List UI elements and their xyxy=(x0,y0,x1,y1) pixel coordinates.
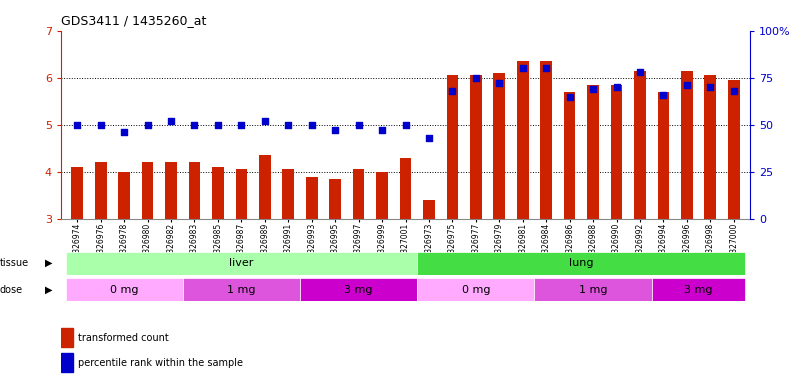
Bar xyxy=(417,278,534,301)
Bar xyxy=(611,85,622,219)
Bar xyxy=(165,162,177,219)
Point xyxy=(423,135,436,141)
Point xyxy=(212,122,225,128)
Bar xyxy=(634,71,646,219)
Point xyxy=(610,84,623,90)
Bar xyxy=(95,162,106,219)
Bar xyxy=(652,278,745,301)
Text: GDS3411 / 1435260_at: GDS3411 / 1435260_at xyxy=(61,14,206,27)
Point xyxy=(657,92,670,98)
Point xyxy=(727,88,740,94)
Text: 1 mg: 1 mg xyxy=(227,285,255,295)
Point xyxy=(281,122,294,128)
Point xyxy=(118,129,131,136)
Point xyxy=(539,65,552,71)
Text: 1 mg: 1 mg xyxy=(579,285,607,295)
Bar xyxy=(540,61,552,219)
Point xyxy=(470,74,483,81)
Bar xyxy=(118,172,130,219)
Bar xyxy=(470,75,482,219)
Text: lung: lung xyxy=(569,258,594,268)
Bar xyxy=(423,200,435,219)
Point xyxy=(188,122,201,128)
Bar xyxy=(66,278,182,301)
Point xyxy=(704,84,717,90)
Point xyxy=(305,122,318,128)
Bar xyxy=(587,85,599,219)
Bar xyxy=(300,278,417,301)
Bar xyxy=(61,353,73,372)
Point xyxy=(165,118,178,124)
Bar xyxy=(658,92,669,219)
Bar xyxy=(212,167,224,219)
Point xyxy=(235,122,248,128)
Bar xyxy=(71,167,83,219)
Text: dose: dose xyxy=(0,285,24,295)
Bar xyxy=(517,61,529,219)
Bar xyxy=(329,179,341,219)
Bar xyxy=(259,156,271,219)
Bar xyxy=(493,73,505,219)
Text: 3 mg: 3 mg xyxy=(684,285,713,295)
Bar xyxy=(61,328,73,347)
Text: 0 mg: 0 mg xyxy=(109,285,139,295)
Bar xyxy=(564,92,576,219)
Bar xyxy=(681,71,693,219)
Bar xyxy=(142,162,153,219)
Bar xyxy=(728,80,740,219)
Point xyxy=(259,118,272,124)
Bar xyxy=(447,75,458,219)
Bar xyxy=(353,169,364,219)
Bar xyxy=(189,162,200,219)
Bar xyxy=(417,252,745,275)
Bar xyxy=(376,172,388,219)
Bar xyxy=(282,169,294,219)
Point xyxy=(71,122,84,128)
Point xyxy=(680,82,693,88)
Point xyxy=(399,122,412,128)
Point xyxy=(94,122,107,128)
Text: liver: liver xyxy=(230,258,254,268)
Point xyxy=(563,93,576,99)
Point xyxy=(633,69,646,75)
Bar xyxy=(182,278,300,301)
Text: tissue: tissue xyxy=(0,258,29,268)
Point xyxy=(517,65,530,71)
Bar xyxy=(705,75,716,219)
Text: percentile rank within the sample: percentile rank within the sample xyxy=(78,358,243,368)
Point xyxy=(328,127,341,134)
Text: 0 mg: 0 mg xyxy=(461,285,490,295)
Text: ▶: ▶ xyxy=(45,285,52,295)
Point xyxy=(375,127,388,134)
Text: transformed count: transformed count xyxy=(78,333,169,343)
Text: ▶: ▶ xyxy=(45,258,52,268)
Point xyxy=(493,80,506,86)
Text: 3 mg: 3 mg xyxy=(345,285,373,295)
Point xyxy=(141,122,154,128)
Bar xyxy=(534,278,652,301)
Point xyxy=(586,86,599,92)
Bar xyxy=(235,169,247,219)
Point xyxy=(446,88,459,94)
Bar xyxy=(306,177,318,219)
Bar xyxy=(400,158,411,219)
Point xyxy=(352,122,365,128)
Bar xyxy=(66,252,417,275)
